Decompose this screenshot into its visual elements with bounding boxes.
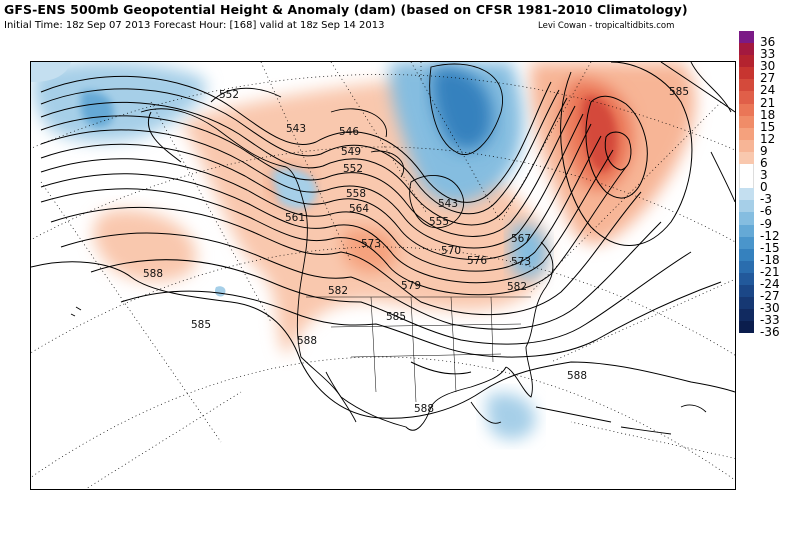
colorbar-label: -30: [760, 301, 780, 316]
colorbar-swatch: [739, 309, 754, 322]
contour-label: 588: [567, 370, 587, 382]
colorbar-label: -6: [760, 204, 772, 219]
colorbar-swatch: [739, 212, 754, 225]
colorbar-label: 24: [760, 83, 776, 98]
colorbar-swatch: [739, 236, 754, 249]
colorbar-swatch: [739, 200, 754, 213]
colorbar-swatch: [739, 55, 754, 68]
contour-label: 561: [285, 212, 305, 224]
contour-label: 585: [669, 86, 689, 98]
contour-label: 546: [339, 126, 359, 138]
colorbar-label: 21: [760, 95, 776, 110]
colorbar-swatch: [739, 127, 754, 140]
colorbar-label: -27: [760, 289, 780, 304]
negative-anomaly-shading: [31, 62, 547, 440]
colorbar-swatch: [739, 176, 754, 189]
contour-label: 573: [361, 238, 381, 250]
contour-label: 543: [286, 123, 306, 135]
colorbar-swatch: [739, 67, 754, 80]
contour-label: 588: [414, 403, 434, 415]
colorbar-swatch: [739, 224, 754, 237]
contour-label: 588: [143, 268, 163, 280]
colorbar-swatch: [739, 31, 754, 44]
colorbar-label: -12: [760, 228, 780, 243]
colorbar-swatch: [739, 91, 754, 104]
colorbar-swatch: [739, 260, 754, 273]
colorbar-swatch: [739, 272, 754, 285]
contour-label: 558: [346, 188, 366, 200]
colorbar-label: -33: [760, 313, 780, 328]
colorbar-label: 3: [760, 168, 768, 183]
colorbar-swatch: [739, 297, 754, 310]
colorbar-label: -21: [760, 264, 780, 279]
colorbar-label: -9: [760, 216, 772, 231]
contour-label: 570: [441, 245, 461, 257]
colorbar-label: -36: [760, 325, 780, 340]
colorbar-swatch: [739, 188, 754, 201]
contour-label: 564: [349, 203, 369, 215]
colorbar-label: -18: [760, 252, 780, 267]
colorbar-label: 30: [760, 59, 776, 74]
colorbar-swatch: [739, 115, 754, 128]
contour-label: 567: [511, 233, 531, 245]
contour-label: 543: [438, 198, 458, 210]
map-svg: 552 543 546 549 552 558 561 564 555 543 …: [31, 62, 735, 489]
contour-label: 555: [429, 216, 449, 228]
colorbar-label: 33: [760, 47, 776, 62]
colorbar-label: 6: [760, 156, 768, 170]
colorbar-label: -3: [760, 192, 772, 207]
height-contours: [31, 62, 735, 419]
colorbar-label: -15: [760, 240, 780, 255]
coastlines: [70, 62, 735, 435]
chart-title: GFS-ENS 500mb Geopotential Height & Anom…: [4, 2, 688, 17]
colorbar-label: 0: [760, 180, 768, 195]
colorbar-swatch: [739, 139, 754, 152]
colorbar-swatch: [739, 79, 754, 92]
contour-label: 588: [297, 335, 317, 347]
colorbar-label: 18: [760, 107, 776, 122]
map-panel: 552 543 546 549 552 558 561 564 555 543 …: [30, 61, 736, 490]
colorbar-label: 15: [760, 119, 776, 134]
chart-subtitle: Initial Time: 18z Sep 07 2013 Forecast H…: [4, 20, 385, 31]
contour-label: 573: [511, 256, 531, 268]
colorbar-swatch: [739, 164, 754, 177]
colorbar: [739, 31, 754, 334]
colorbar-swatch: [739, 321, 754, 334]
contour-label: 585: [191, 319, 211, 331]
contour-label: 585: [386, 311, 406, 323]
contour-label: 579: [401, 280, 421, 292]
colorbar-swatch: [739, 284, 754, 298]
contour-label: 552: [219, 89, 239, 101]
colorbar-label: 9: [760, 143, 768, 158]
contour-label: 552: [343, 163, 363, 175]
colorbar-swatch: [739, 43, 754, 56]
colorbar-label: 27: [760, 71, 776, 86]
colorbar-label: -24: [760, 277, 780, 291]
credit-text: Levi Cowan - tropicaltidbits.com: [538, 21, 675, 31]
contour-label: 576: [467, 255, 487, 267]
colorbar-label: 36: [760, 35, 776, 49]
colorbar-swatch: [739, 151, 754, 165]
contour-label: 582: [328, 285, 348, 297]
contour-labels: 552 543 546 549 552 558 561 564 555 543 …: [143, 86, 689, 415]
contour-label: 582: [507, 281, 527, 293]
colorbar-swatch: [739, 248, 754, 261]
colorbar-swatch: [739, 103, 754, 116]
contour-label: 549: [341, 146, 361, 158]
colorbar-label: 12: [760, 131, 776, 146]
